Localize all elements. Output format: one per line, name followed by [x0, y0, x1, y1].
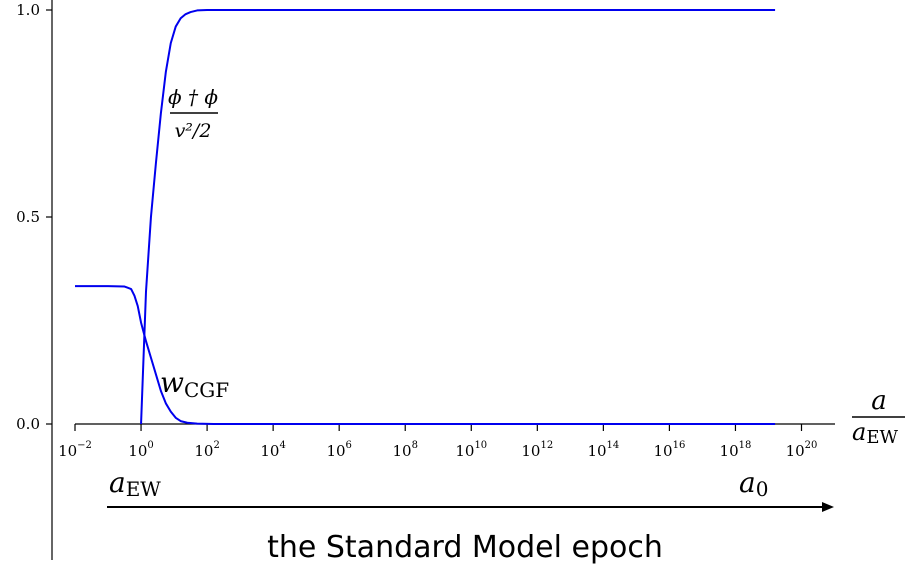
- phi-denominator: v²/2: [175, 120, 212, 142]
- series-layer: [75, 9, 776, 425]
- start-epoch-label: aEW: [109, 466, 161, 501]
- end-epoch-sub: 0: [756, 477, 769, 501]
- x-tick-label: 1020: [786, 440, 818, 460]
- x-tick-label: 102: [194, 440, 219, 460]
- wcgf-annotation: wCGF: [160, 366, 229, 402]
- phi-numerator: ϕ † ϕ: [168, 85, 218, 109]
- x-tick-label: 100: [128, 440, 153, 460]
- epoch-arrowhead: [822, 502, 834, 512]
- x-tick-label: 1014: [587, 440, 619, 460]
- y-ticks: 0.0 0.5 1.0: [16, 1, 52, 433]
- x-axis-label: a aEW: [852, 386, 905, 448]
- x-ticks: 10−2 100 102 104 106 108 1010 1012 1014 1016 1018 1…: [58, 424, 817, 460]
- xlabel-denominator: a: [852, 418, 866, 446]
- x-tick-label: 10−2: [58, 440, 92, 460]
- y-tick-label: 0.0: [16, 415, 40, 433]
- x-tick-label: 104: [260, 440, 285, 460]
- wcgf-main: w: [160, 366, 184, 399]
- x-tick-label: 1010: [455, 440, 487, 460]
- x-tick-label: 1018: [720, 440, 752, 460]
- xlabel-denominator-sub: EW: [866, 427, 898, 448]
- series-line-wcgf: [75, 285, 776, 425]
- svg-text:wCGF: wCGF: [160, 366, 229, 402]
- start-epoch-main: a: [109, 466, 126, 499]
- end-epoch-main: a: [739, 466, 756, 499]
- svg-text:aEW: aEW: [852, 418, 898, 448]
- x-tick-label: 1016: [653, 440, 685, 460]
- chart-title: the Standard Model epoch: [267, 530, 663, 565]
- xlabel-numerator: a: [871, 386, 887, 416]
- series-line-higgs: [140, 9, 776, 425]
- epoch-arrow: [107, 502, 834, 512]
- start-epoch-sub: EW: [126, 477, 162, 501]
- end-epoch-label: a0: [739, 466, 768, 501]
- y-tick-label: 0.5: [16, 208, 40, 226]
- y-tick-label: 1.0: [16, 1, 40, 19]
- phi-annotation: ϕ † ϕ v²/2: [168, 85, 218, 142]
- wcgf-sub: CGF: [184, 378, 229, 402]
- x-tick-label: 1012: [521, 440, 553, 460]
- x-tick-label: 106: [326, 440, 351, 460]
- x-tick-label: 108: [392, 440, 417, 460]
